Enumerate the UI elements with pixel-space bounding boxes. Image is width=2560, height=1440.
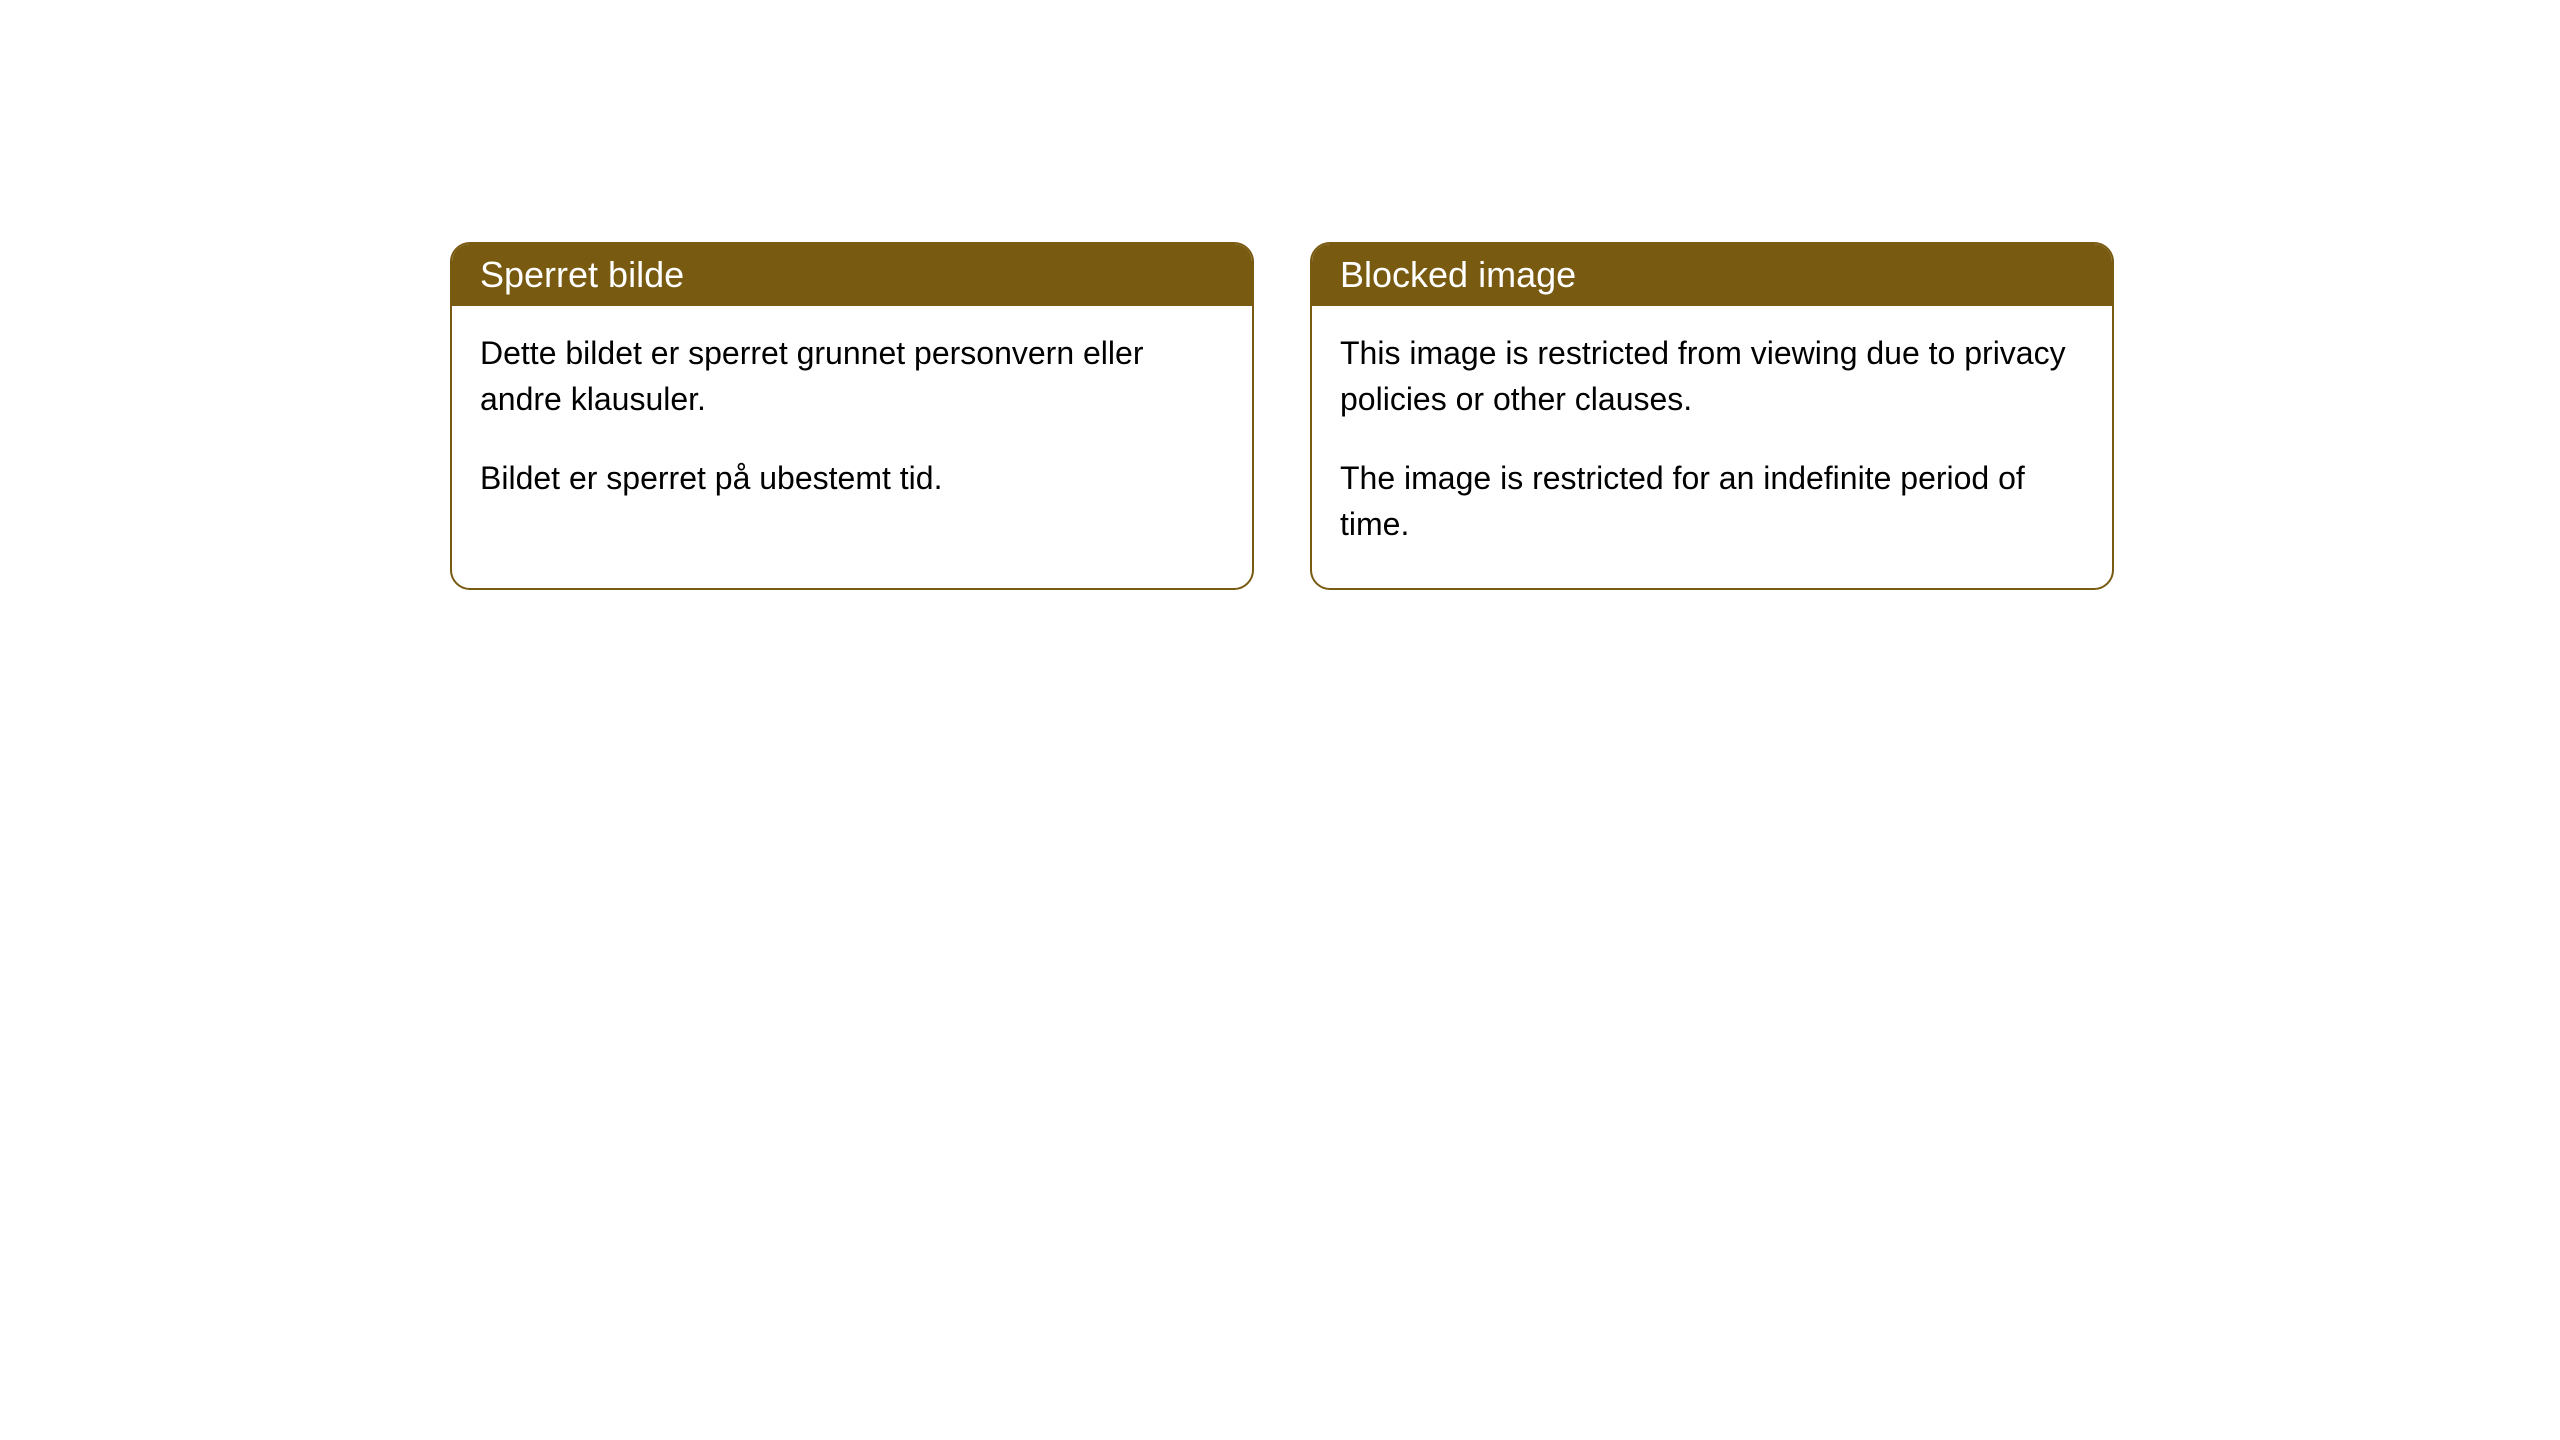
card-header-norwegian: Sperret bilde (452, 244, 1252, 306)
card-body-norwegian: Dette bildet er sperret grunnet personve… (452, 306, 1252, 541)
notice-card-norwegian: Sperret bilde Dette bildet er sperret gr… (450, 242, 1254, 590)
notice-cards-container: Sperret bilde Dette bildet er sperret gr… (0, 0, 2560, 590)
card-text-line2: The image is restricted for an indefinit… (1340, 455, 2084, 548)
card-text-line1: This image is restricted from viewing du… (1340, 330, 2084, 423)
card-body-english: This image is restricted from viewing du… (1312, 306, 2112, 588)
card-text-line2: Bildet er sperret på ubestemt tid. (480, 455, 1224, 501)
card-header-english: Blocked image (1312, 244, 2112, 306)
notice-card-english: Blocked image This image is restricted f… (1310, 242, 2114, 590)
card-text-line1: Dette bildet er sperret grunnet personve… (480, 330, 1224, 423)
